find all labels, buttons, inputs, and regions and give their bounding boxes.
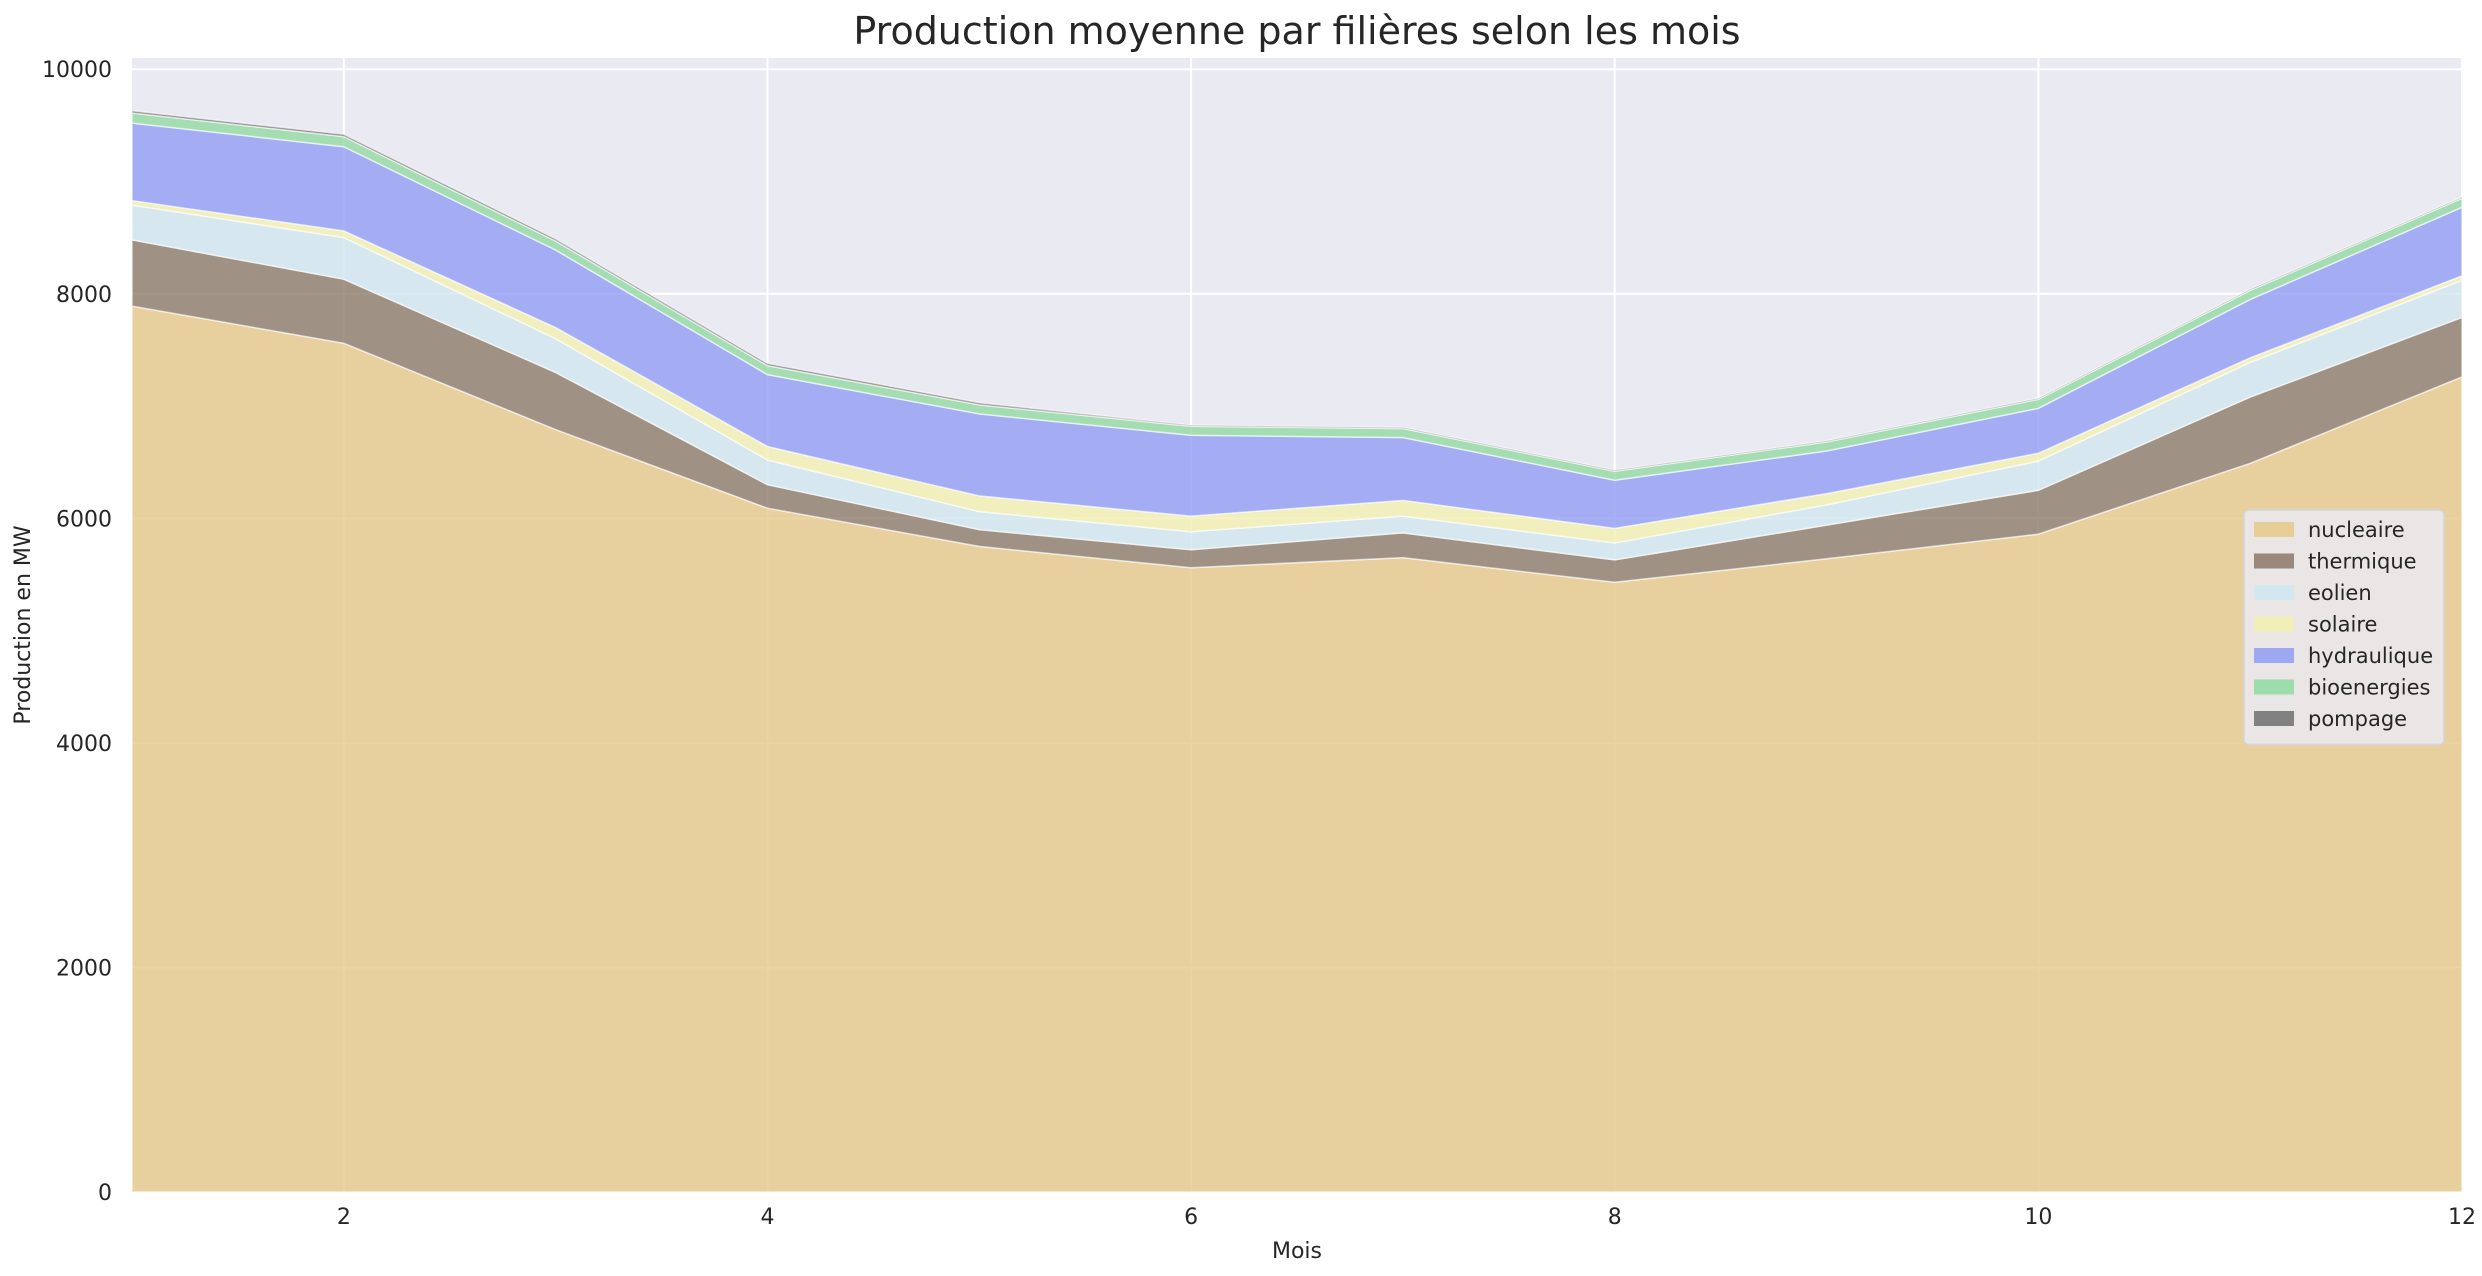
stacked-areas	[131, 109, 2463, 1193]
x-tick-label: 6	[1184, 1205, 1198, 1230]
legend-label-bioenergies: bioenergies	[2308, 676, 2430, 700]
legend-swatch-solaire	[2254, 616, 2294, 632]
y-tick-label: 4000	[56, 732, 112, 757]
legend-label-thermique: thermique	[2308, 550, 2417, 574]
legend-label-eolien: eolien	[2308, 581, 2372, 605]
legend-label-nucleaire: nucleaire	[2308, 518, 2405, 542]
x-tick-label: 4	[760, 1205, 774, 1230]
y-tick-label: 6000	[56, 507, 112, 532]
legend-swatch-nucleaire	[2254, 522, 2294, 537]
legend-swatch-pompage	[2254, 711, 2294, 726]
x-axis-label: Mois	[1272, 1239, 1322, 1264]
y-tick-label: 10000	[42, 58, 112, 83]
legend-swatch-thermique	[2254, 553, 2294, 569]
y-axis-label: Production en MW	[11, 525, 36, 724]
legend: nucleaire thermique eolien solaire hydrauliq…	[2243, 509, 2445, 746]
legend-label-solaire: solaire	[2308, 613, 2377, 637]
x-tick-label: 12	[2448, 1205, 2476, 1230]
y-tick-label: 2000	[56, 956, 112, 981]
legend-label-hydraulique: hydraulique	[2308, 644, 2433, 668]
x-tick-label: 10	[2024, 1205, 2052, 1230]
chart-title: Production moyenne par filières selon le…	[853, 9, 1740, 53]
legend-swatch-bioenergies	[2254, 679, 2294, 695]
y-tick-label: 8000	[56, 283, 112, 308]
x-tick-label: 2	[337, 1205, 351, 1230]
y-tick-label: 0	[98, 1181, 112, 1206]
x-axis-ticks: 2 4 6 8 10 12	[337, 1205, 2476, 1230]
legend-label-pompage: pompage	[2308, 707, 2407, 731]
y-axis-ticks: 0 2000 4000 6000 8000 10000	[42, 58, 112, 1206]
legend-swatch-hydraulique	[2254, 648, 2294, 663]
x-tick-label: 8	[1608, 1205, 1622, 1230]
legend-swatch-eolien	[2254, 585, 2294, 600]
area-pompage	[131, 109, 2463, 472]
